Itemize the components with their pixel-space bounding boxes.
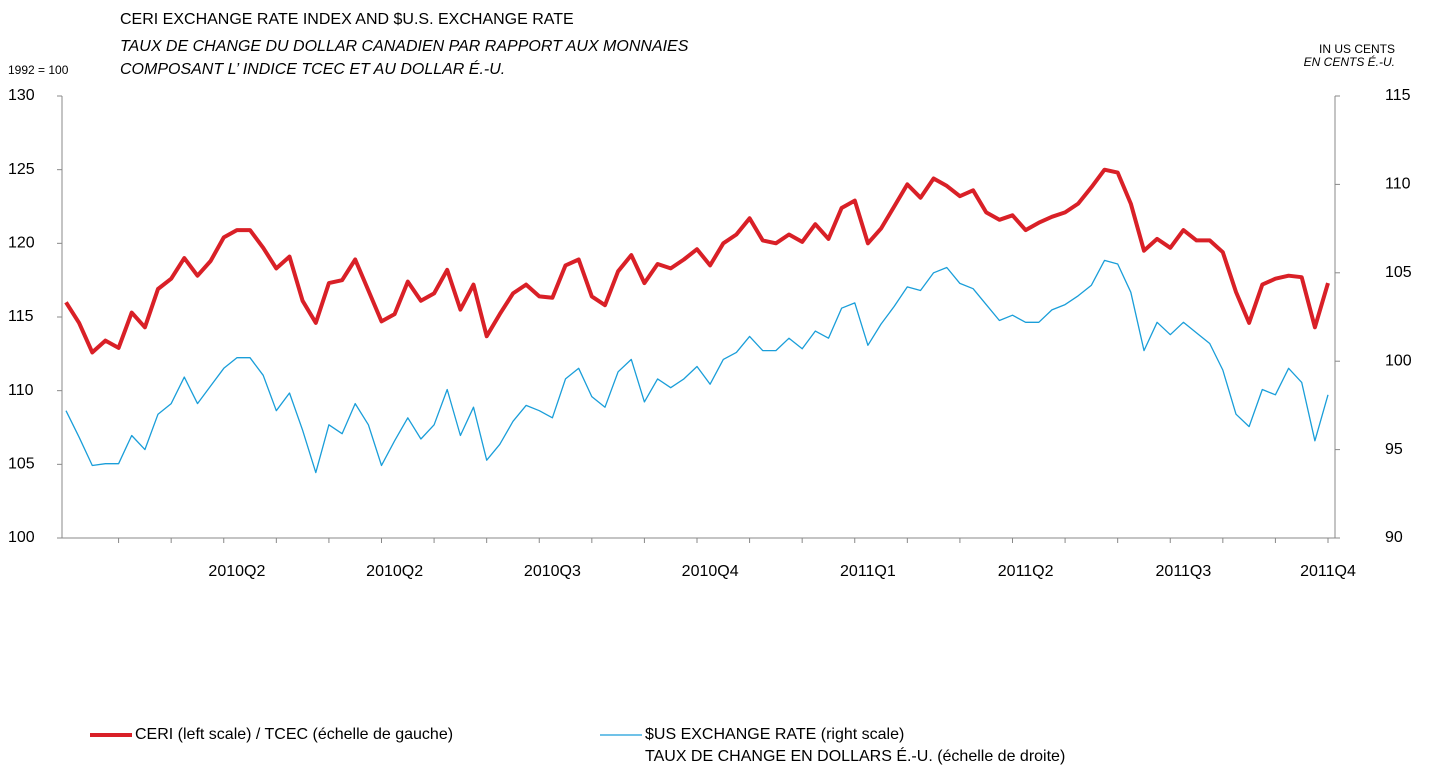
- series-line: [65, 259, 1329, 474]
- y2-tick-label: 90: [1385, 529, 1403, 546]
- y-tick-label: 100: [8, 529, 35, 546]
- y2-tick-label: 95: [1385, 441, 1403, 458]
- x-tick-label: 2011Q3: [1156, 563, 1212, 580]
- y2-axis-label: EN CENTS É.-U.: [1304, 54, 1395, 69]
- legend-label: CERI (left scale) / TCEC (échelle de gau…: [135, 726, 453, 743]
- legend-label: TAUX DE CHANGE EN DOLLARS É.-U. (échelle…: [645, 746, 1065, 765]
- y2-tick-label: 105: [1385, 264, 1412, 281]
- y2-tick-label: 110: [1385, 176, 1411, 193]
- x-tick-label: 2011Q4: [1300, 563, 1356, 580]
- y-tick-label: 115: [8, 308, 34, 325]
- legend-label: $US EXCHANGE RATE (right scale): [645, 726, 904, 743]
- y-tick-label: 130: [8, 87, 35, 104]
- x-tick-label: 2010Q2: [366, 563, 423, 580]
- y-tick-label: 125: [8, 161, 35, 178]
- x-tick-label: 2010Q4: [682, 563, 739, 580]
- y-axis-label: 1992 = 100: [8, 63, 69, 77]
- y-tick-label: 110: [8, 382, 34, 399]
- y2-axis-label: IN US CENTS: [1319, 42, 1395, 56]
- chart-subtitle: COMPOSANT L’ INDICE TCEC ET AU DOLLAR É.…: [120, 59, 505, 78]
- chart-title: CERI EXCHANGE RATE INDEX AND $U.S. EXCHA…: [120, 11, 574, 28]
- y2-tick-label: 115: [1385, 87, 1411, 104]
- series-line: [64, 167, 1330, 355]
- x-tick-label: 2011Q2: [998, 563, 1054, 580]
- chart-subtitle: TAUX DE CHANGE DU DOLLAR CANADIEN PAR RA…: [120, 38, 689, 55]
- x-tick-label: 2010Q2: [208, 563, 265, 580]
- y-tick-label: 120: [8, 235, 35, 252]
- y2-tick-label: 100: [1385, 352, 1412, 369]
- y-tick-label: 105: [8, 456, 35, 473]
- x-tick-label: 2011Q1: [840, 563, 896, 580]
- x-tick-label: 2010Q3: [524, 563, 581, 580]
